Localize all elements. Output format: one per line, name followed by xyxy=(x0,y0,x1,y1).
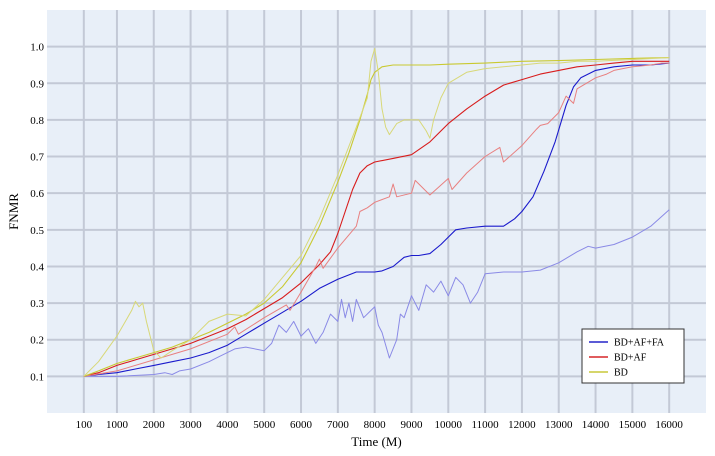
x-tick-label: 3000 xyxy=(180,419,203,431)
series-line-0 xyxy=(83,62,670,377)
x-tick-label: 7000 xyxy=(327,419,350,431)
y-tick-label: 0.9 xyxy=(30,78,44,90)
series-line-1 xyxy=(83,209,670,377)
y-axis-title: FNMR xyxy=(6,193,21,230)
x-tick-label: 8000 xyxy=(364,419,387,431)
x-tick-label: 2000 xyxy=(143,419,166,431)
y-tick-labels: 0.1 0.2 0.3 0.4 0.5 0.6 0.7 0.8 0.9 1.0 xyxy=(30,42,44,384)
x-axis-title: Time (M) xyxy=(351,434,401,449)
x-tick-labels: 100 1000 2000 3000 4000 5000 6000 7000 8000 9000 1… xyxy=(76,419,684,431)
series-line-5 xyxy=(83,48,670,377)
x-tick-label: 14000 xyxy=(582,419,610,431)
x-tick-label: 6000 xyxy=(290,419,313,431)
x-tick-label: 4000 xyxy=(216,419,239,431)
x-tick-label: 13000 xyxy=(545,419,573,431)
legend-label-2: BD xyxy=(614,368,628,379)
x-tick-label: 11000 xyxy=(472,419,500,431)
x-tick-label: 15000 xyxy=(619,419,647,431)
y-tick-label: 0.3 xyxy=(30,298,44,310)
x-tick-label: 16000 xyxy=(655,419,683,431)
y-tick-label: 0.4 xyxy=(30,261,44,273)
legend-entries: BD+AF+FA BD+AF BD xyxy=(589,338,665,379)
y-tick-label: 1.0 xyxy=(30,42,44,54)
y-tick-label: 0.2 xyxy=(30,335,44,347)
x-tick-label: 10000 xyxy=(435,419,463,431)
series-group xyxy=(83,48,670,377)
y-tick-label: 0.1 xyxy=(30,371,44,383)
series-line-2 xyxy=(83,60,670,377)
legend-box xyxy=(581,328,685,384)
legend: BD+AF+FA BD+AF BD xyxy=(581,328,685,384)
series-line-3 xyxy=(83,62,670,377)
y-tick-label: 0.7 xyxy=(30,152,44,164)
y-tick-label: 0.5 xyxy=(30,225,44,237)
x-tick-label: 1000 xyxy=(106,419,129,431)
y-tick-label: 0.8 xyxy=(30,115,44,127)
legend-label-1: BD+AF xyxy=(614,353,647,364)
x-tick-label: 12000 xyxy=(508,419,536,431)
series-line-4 xyxy=(83,57,670,377)
x-tick-label: 5000 xyxy=(253,419,276,431)
x-tick-label: 9000 xyxy=(400,419,423,431)
y-tick-label: 0.6 xyxy=(30,188,44,200)
x-tick-label: 100 xyxy=(76,419,93,431)
legend-label-0: BD+AF+FA xyxy=(614,338,665,349)
